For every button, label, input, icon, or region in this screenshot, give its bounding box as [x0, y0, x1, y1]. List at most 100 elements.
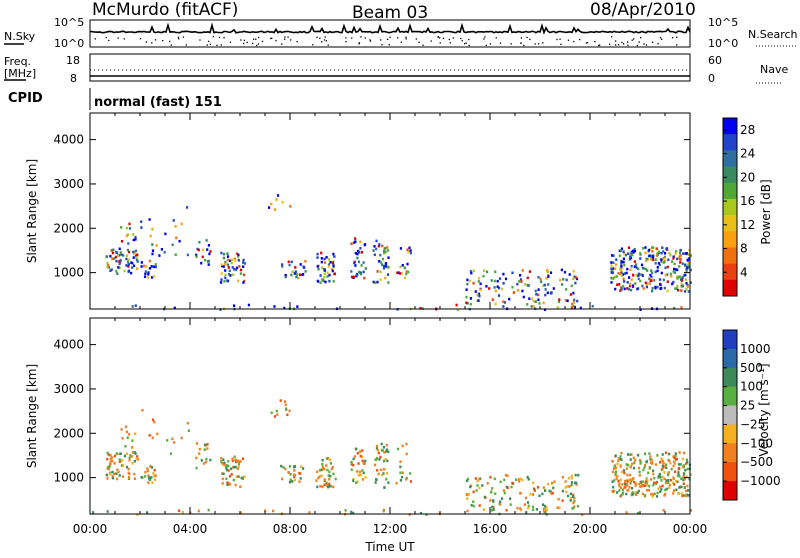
date-title: 08/Apr/2010 — [590, 0, 696, 20]
echo-cell — [233, 257, 236, 261]
echo-cell — [181, 511, 184, 514]
noise-search-dot — [324, 36, 326, 38]
echo-cell — [243, 279, 246, 283]
echo-cell — [384, 276, 387, 280]
echo-cell — [123, 454, 127, 458]
echo-cell — [241, 457, 245, 460]
noise-search-dot — [672, 37, 674, 39]
colorbar-segment — [723, 330, 737, 350]
nave-right-tick-bottom: 0 — [708, 72, 715, 85]
echo-cell — [124, 425, 127, 429]
echo-cell — [209, 250, 212, 253]
noise-search-dot — [369, 39, 371, 41]
echo-cell — [569, 496, 573, 500]
echo-cell — [148, 267, 152, 270]
echo-cell — [542, 510, 546, 513]
echo-cell — [632, 456, 635, 460]
echo-cell — [180, 436, 183, 440]
echo-cell — [128, 472, 131, 476]
echo-cell — [144, 272, 147, 275]
echo-cell — [242, 281, 245, 284]
echo-cell — [633, 248, 636, 251]
echo-cell — [109, 460, 112, 464]
echo-cell — [615, 275, 618, 278]
echo-cell — [108, 463, 112, 466]
echo-cell — [627, 453, 630, 456]
echo-cell — [127, 475, 131, 479]
echo-cell — [205, 460, 208, 464]
echo-cell — [682, 482, 685, 486]
echo-cell — [243, 262, 247, 265]
echo-cell — [678, 474, 681, 478]
echo-cell — [628, 486, 631, 489]
noise-search-dot — [559, 38, 561, 40]
echo-cell — [400, 475, 404, 479]
echo-cell — [658, 250, 661, 254]
noise-search-dot — [460, 37, 462, 40]
echo-cell — [115, 270, 118, 273]
echo-cell — [630, 278, 633, 281]
echo-cell — [223, 463, 226, 467]
echo-cell — [682, 475, 685, 478]
noise-search-dot — [345, 37, 347, 39]
echo-cell — [653, 476, 656, 480]
noise-search-dot — [206, 44, 208, 46]
noise-search-dot — [108, 39, 110, 42]
echo-cell — [360, 264, 363, 267]
echo-cell — [616, 462, 619, 466]
echo-cell — [171, 437, 174, 441]
echo-cell — [132, 238, 135, 242]
echo-cell — [681, 276, 684, 279]
echo-cell — [654, 262, 657, 265]
echo-cell — [533, 489, 536, 492]
echo-cell — [302, 467, 305, 470]
echo-cell — [147, 476, 151, 479]
echo-cell — [524, 496, 528, 500]
echo-cell — [637, 272, 640, 276]
echo-cell — [158, 254, 161, 257]
echo-cell — [374, 463, 377, 467]
echo-cell — [520, 508, 523, 512]
noise-search-dot — [257, 43, 260, 45]
echo-cell — [156, 432, 159, 436]
echo-cell — [377, 244, 380, 248]
echo-cell — [621, 483, 624, 486]
echo-cell — [207, 508, 210, 512]
echo-cell — [641, 274, 644, 277]
echo-cell — [118, 247, 121, 251]
echo-cell — [648, 452, 651, 455]
noise-search-dot — [579, 38, 581, 41]
echo-cell — [621, 488, 624, 492]
echo-cell — [655, 254, 659, 257]
echo-cell — [571, 507, 574, 510]
x-tick-label: 04:00 — [173, 522, 208, 536]
echo-cell — [625, 511, 628, 514]
echo-cell — [661, 464, 664, 468]
echo-cell — [519, 278, 523, 281]
echo-cell — [641, 284, 644, 288]
echo-cell — [523, 503, 527, 506]
colorbar-segment — [723, 198, 737, 216]
echo-cell — [644, 482, 647, 485]
echo-cell — [630, 453, 633, 456]
echo-cell — [551, 491, 554, 495]
echo-cell — [676, 277, 679, 280]
echo-cell — [664, 252, 667, 255]
echo-cell — [620, 451, 623, 455]
echo-cell — [503, 478, 506, 482]
echo-cell — [131, 446, 134, 449]
echo-cell — [663, 257, 666, 260]
echo-cell — [655, 495, 659, 498]
noise-search-dot — [510, 43, 512, 45]
echo-cell — [126, 452, 129, 456]
echo-cell — [355, 481, 358, 485]
noise-search-dot — [151, 42, 153, 44]
echo-cell — [127, 263, 130, 266]
echo-cell — [234, 458, 237, 462]
echo-cell — [356, 480, 359, 484]
echo-cell — [140, 475, 143, 479]
echo-cell — [619, 455, 622, 458]
echo-cell — [381, 244, 384, 248]
echo-cell — [230, 261, 233, 265]
echo-cell — [409, 251, 413, 255]
